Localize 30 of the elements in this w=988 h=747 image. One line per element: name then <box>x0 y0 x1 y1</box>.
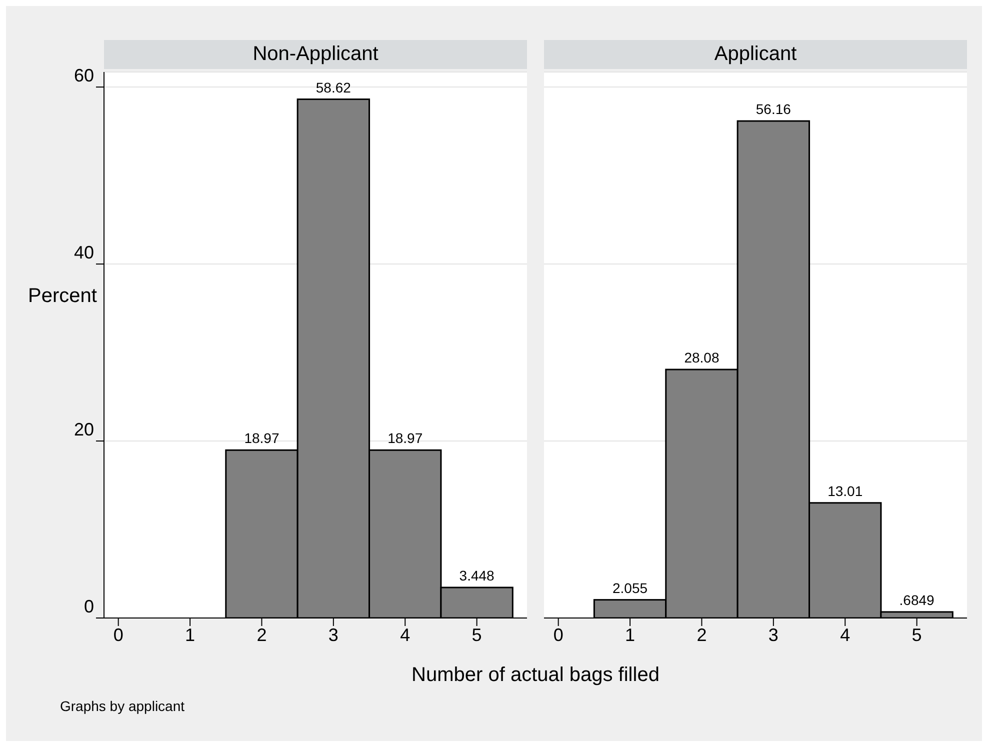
data-label: 28.08 <box>684 350 720 366</box>
chart-title: Applicant <box>544 40 967 69</box>
x-tick-label: 1 <box>185 624 196 645</box>
x-tick-label: 1 <box>625 624 636 645</box>
x-tick-label: 4 <box>400 624 410 645</box>
y-tick-label: 60 <box>74 65 94 86</box>
x-tick-label: 5 <box>472 624 482 645</box>
y-tick-label: 40 <box>74 242 94 262</box>
x-axis-title: Number of actual bags filled <box>410 664 660 687</box>
data-label: 18.97 <box>388 430 423 446</box>
chart-title: Non-Applicant <box>104 40 527 69</box>
x-tick-label: 3 <box>328 624 338 645</box>
x-tick-label: 4 <box>840 624 850 645</box>
x-tick-label: 2 <box>256 624 267 645</box>
y-tick-label: 20 <box>74 419 94 440</box>
x-tick-label: 5 <box>912 624 922 645</box>
y-tick-label: 0 <box>84 596 94 616</box>
x-tick-label: 2 <box>696 624 707 645</box>
data-label: 3.448 <box>459 567 495 584</box>
text: Graphs by applicant <box>60 698 185 714</box>
data-label: .6849 <box>899 592 935 608</box>
x-tick-label: 0 <box>553 624 564 645</box>
x-tick-label: 3 <box>768 624 778 645</box>
y-axis-title: Percent <box>28 285 97 308</box>
data-label: 56.16 <box>756 101 792 118</box>
data-label: 18.97 <box>244 430 280 446</box>
data-label: 2.055 <box>612 580 648 596</box>
x-tick-label: 0 <box>113 624 124 645</box>
data-label: 13.01 <box>828 482 863 499</box>
data-label: 58.62 <box>316 79 352 96</box>
